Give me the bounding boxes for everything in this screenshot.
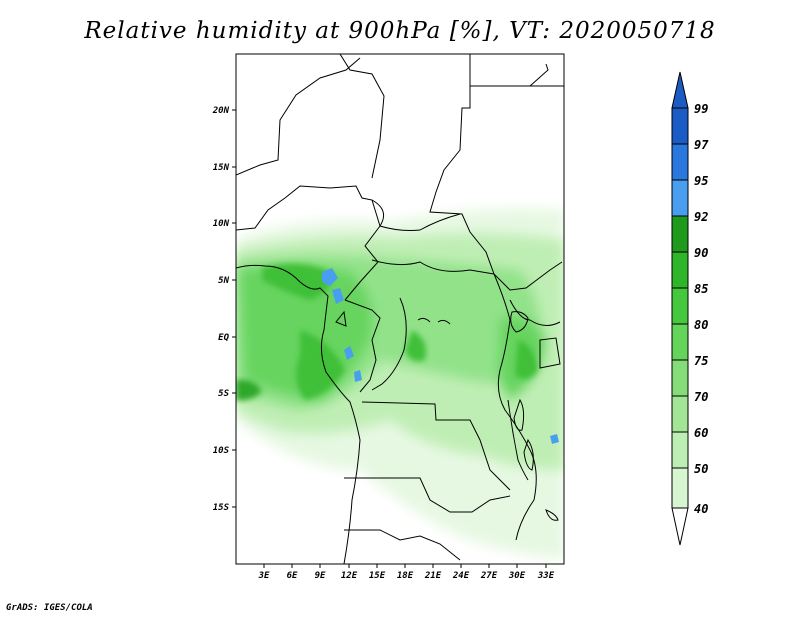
longitude-labels: 3E 6E 9E 12E 15E 18E 21E 24E 27E 30E 33E [258, 571, 555, 581]
lakes [417, 311, 559, 521]
lon-label: 6E [287, 571, 298, 581]
map-field [236, 54, 564, 564]
humidity-shading [236, 208, 564, 560]
lon-label: 3E [258, 571, 270, 581]
country-borders [236, 54, 564, 564]
lon-label: 24E [452, 571, 470, 581]
colorbar-arrow-bottom [671, 507, 689, 546]
lat-label: 15S [213, 503, 230, 513]
latitude-labels: 20N 15N 10N 5N EQ 5S 10S 15S [212, 106, 230, 513]
colorbar-swatch [671, 107, 689, 145]
colorbar-label: 60 [694, 426, 708, 440]
colorbar-swatch [671, 467, 689, 509]
colorbar-swatch [671, 431, 689, 469]
colorbar-label: 75 [694, 354, 708, 368]
lat-label: 10N [213, 219, 230, 229]
colorbar-label: 70 [694, 390, 708, 404]
colorbar-swatch [671, 251, 689, 289]
colorbar-swatch [671, 395, 689, 433]
colorbar-swatch [671, 323, 689, 361]
lat-label: EQ [218, 333, 229, 343]
grads-credit: GrADS: IGES/COLA [6, 603, 93, 613]
map-title: Relative humidity at 900hPa [%], VT: 202… [84, 18, 716, 44]
lon-label: 30E [508, 571, 526, 581]
colorbar-label: 97 [694, 138, 709, 152]
colorbar-label: 80 [694, 318, 708, 332]
axis-ticks [232, 109, 547, 568]
colorbar-swatch [671, 287, 689, 325]
lat-label: 15N [213, 163, 230, 173]
lon-label: 33E [537, 571, 555, 581]
lat-label: 10S [213, 446, 230, 456]
colorbar-label: 50 [694, 462, 708, 476]
colorbar-arrow-top [671, 71, 689, 109]
colorbar-label: 95 [694, 174, 708, 188]
lon-label: 12E [341, 571, 358, 581]
lat-label: 20N [212, 106, 230, 116]
lon-label: 18E [397, 571, 414, 581]
map-frame [235, 53, 565, 565]
colorbar-label: 99 [694, 102, 708, 116]
lon-label: 21E [424, 571, 442, 581]
lat-label: 5S [218, 389, 229, 399]
lon-label: 9E [315, 571, 326, 581]
colorbar-swatch [671, 359, 689, 397]
colorbar-swatch [671, 143, 689, 181]
colorbar-swatch [671, 179, 689, 217]
colorbar-label: 85 [694, 282, 708, 296]
colorbar-label: 40 [694, 502, 708, 516]
lon-label: 15E [369, 571, 386, 581]
lat-label: 5N [218, 276, 229, 286]
colorbar-label: 92 [694, 210, 708, 224]
lon-label: 27E [480, 571, 498, 581]
colorbar-label: 90 [694, 246, 708, 260]
colorbar: 99 97 95 92 90 85 80 75 70 60 50 40 [671, 71, 709, 546]
colorbar-swatch [671, 215, 689, 253]
